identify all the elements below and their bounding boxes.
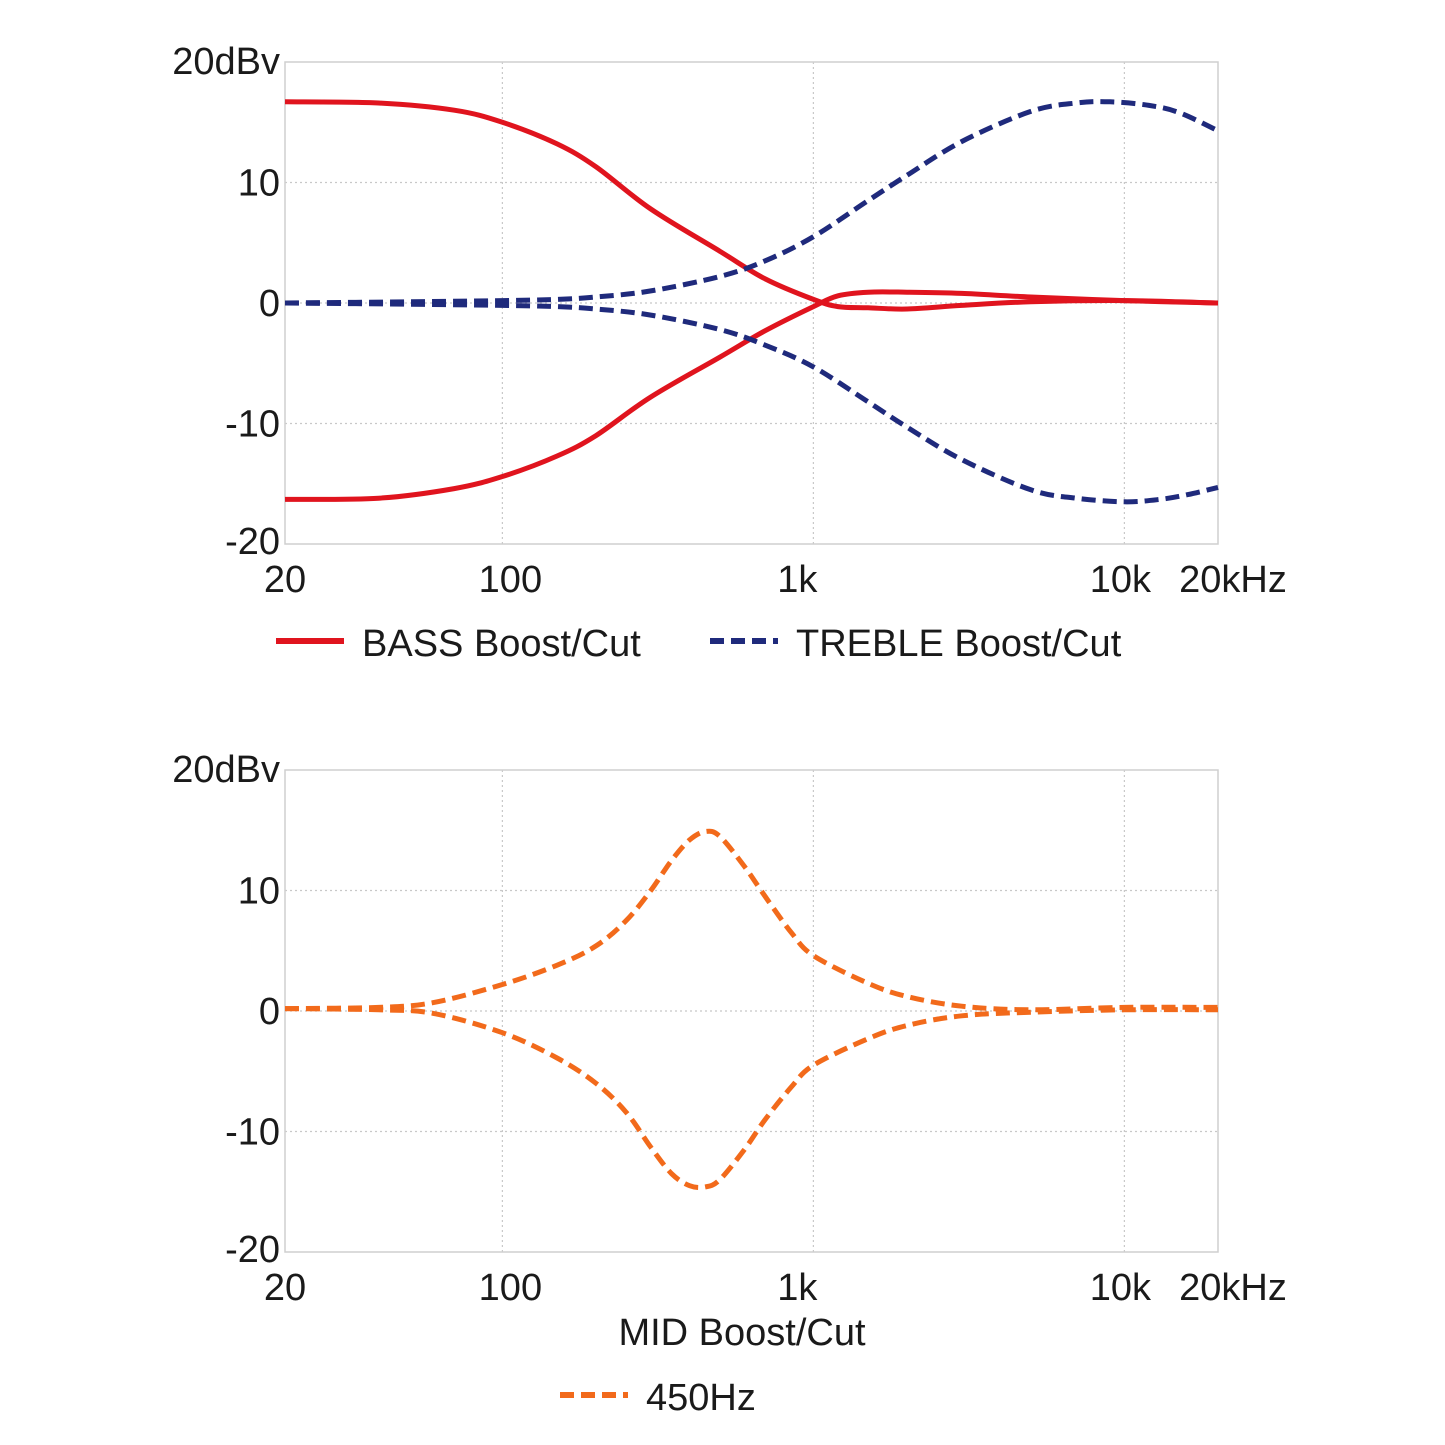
legend-label: BASS Boost/Cut — [362, 623, 641, 665]
series-line-mid-boost — [284, 828, 1219, 1013]
x-tick-label: 20 — [264, 559, 306, 601]
x-tick-label: 1k — [777, 1267, 818, 1309]
y-tick-label: 20dBv — [172, 749, 280, 791]
y-tick-label: 0 — [259, 991, 280, 1033]
y-tick-label: -10 — [225, 404, 280, 446]
x-tick-label: 20kHz — [1179, 1267, 1287, 1309]
y-tick-label: -20 — [225, 1229, 280, 1271]
y-tick-label: 0 — [259, 283, 280, 325]
x-tick-label: 20kHz — [1179, 559, 1287, 601]
x-tick-label: 1k — [777, 559, 818, 601]
x-tick-label: 100 — [479, 1267, 542, 1309]
series-line-treble-boost — [284, 99, 1220, 306]
series-line-bass-boost — [284, 99, 1219, 312]
y-tick-label: -20 — [225, 521, 280, 563]
y-tick-label: 10 — [238, 163, 280, 205]
series-line-mid-cut — [284, 1006, 1219, 1191]
legend-label: 450Hz — [646, 1377, 756, 1419]
x-tick-label: 100 — [479, 559, 542, 601]
series-line-bass-cut — [284, 289, 1219, 502]
y-tick-label: 10 — [238, 871, 280, 913]
x-tick-label: 10k — [1090, 559, 1152, 601]
x-tick-label: 20 — [264, 1267, 306, 1309]
chart-caption: MID Boost/Cut — [618, 1312, 866, 1354]
y-tick-label: 20dBv — [172, 41, 280, 83]
legend-label: TREBLE Boost/Cut — [796, 623, 1122, 665]
y-tick-label: -10 — [225, 1112, 280, 1154]
series-line-treble-cut — [284, 300, 1219, 505]
x-tick-label: 10k — [1090, 1267, 1152, 1309]
